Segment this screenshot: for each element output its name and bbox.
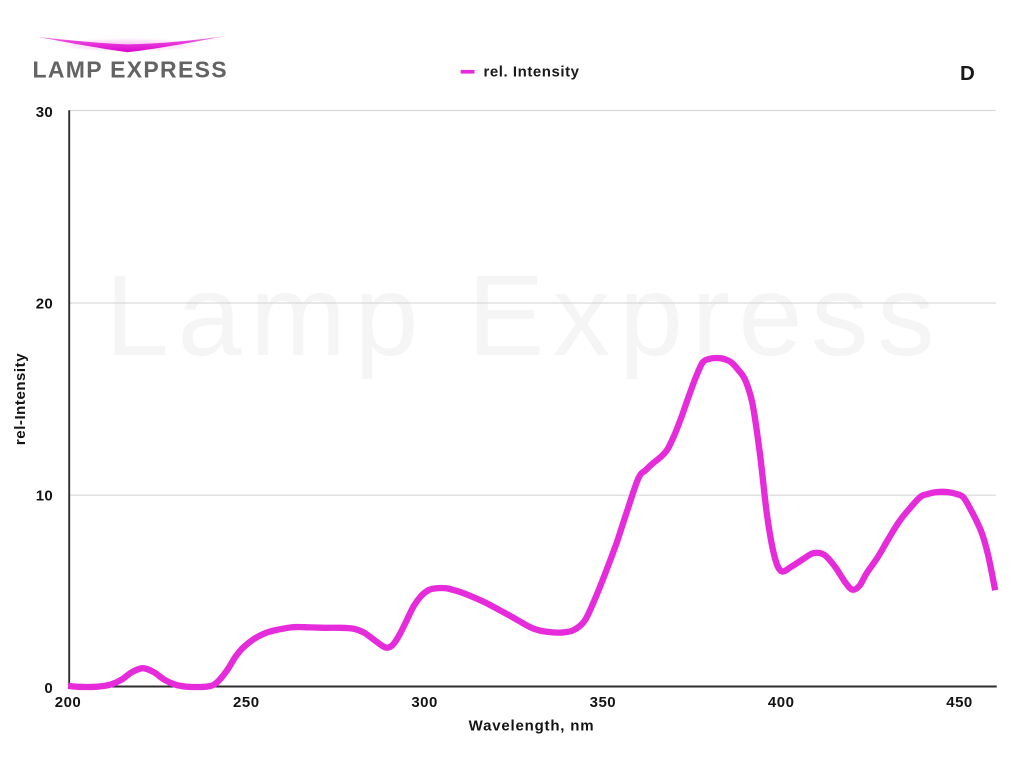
svg-text:0: 0 [44,680,53,697]
svg-text:250: 250 [233,694,260,711]
svg-text:rel-Intensity: rel-Intensity [12,353,29,445]
svg-text:Lamp Express: Lamp Express [105,252,943,380]
svg-text:D: D [960,62,975,85]
svg-text:10: 10 [36,488,53,505]
svg-text:20: 20 [36,296,53,313]
svg-text:rel. Intensity: rel. Intensity [484,64,580,81]
svg-text:200: 200 [55,694,82,711]
svg-text:350: 350 [590,694,617,711]
svg-text:Wavelength, nm: Wavelength, nm [469,717,595,734]
svg-text:LAMP EXPRESS: LAMP EXPRESS [33,57,228,83]
svg-text:300: 300 [411,694,438,711]
svg-text:400: 400 [768,694,795,711]
svg-text:30: 30 [36,104,53,121]
svg-text:450: 450 [946,694,973,711]
